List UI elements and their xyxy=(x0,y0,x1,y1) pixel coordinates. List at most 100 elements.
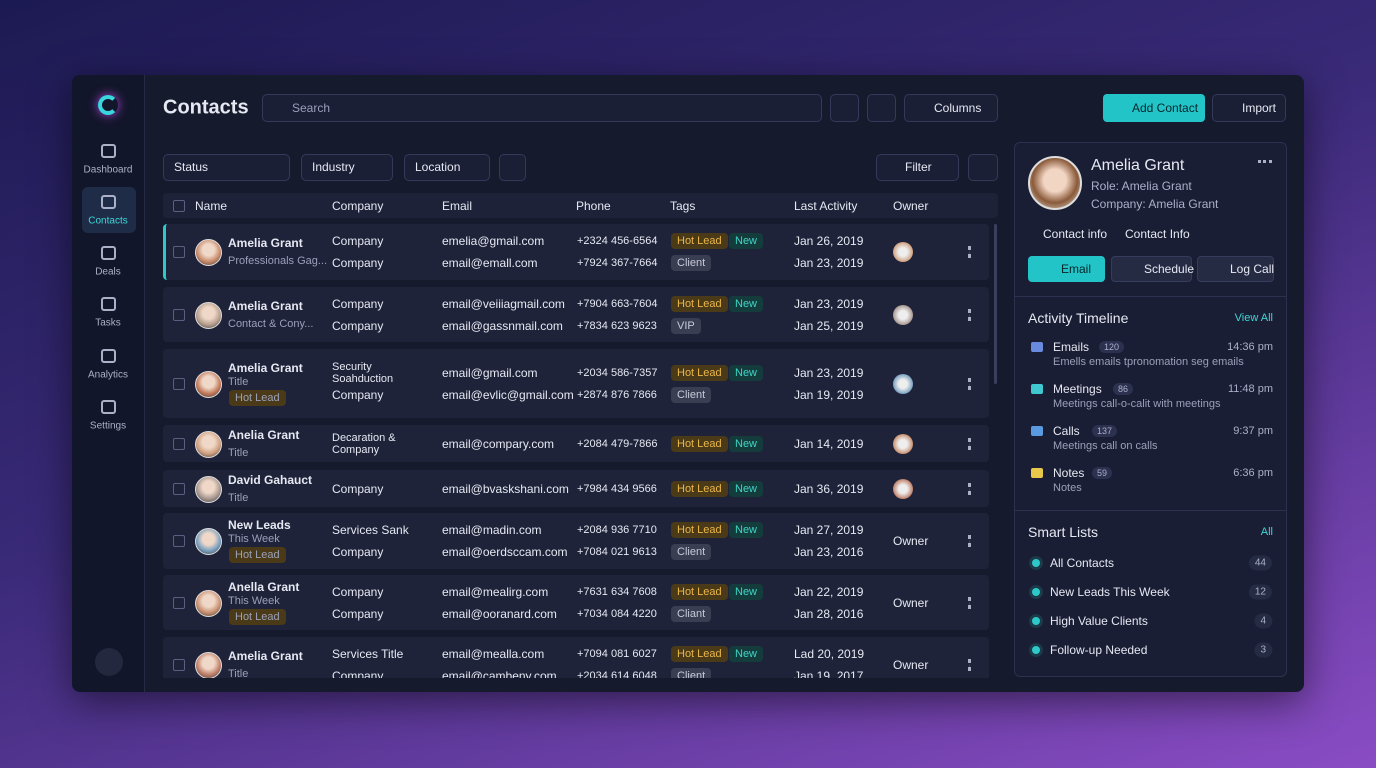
list-name[interactable]: Follow-up Needed xyxy=(1050,643,1148,657)
list-name[interactable]: High Value Clients xyxy=(1050,614,1148,628)
table-row[interactable] xyxy=(163,575,989,630)
contact-subtitle: This Week xyxy=(228,594,280,607)
contact-subtitle: This Week xyxy=(228,533,280,545)
tag: New xyxy=(729,583,764,600)
row-menu[interactable] xyxy=(968,535,971,547)
nav-label[interactable]: Deals xyxy=(95,266,121,278)
tag: New xyxy=(729,522,764,538)
nav-icon xyxy=(101,400,116,414)
email-text: email@cambeny.com xyxy=(442,668,557,679)
action-button[interactable] xyxy=(1197,256,1274,282)
more-menu[interactable] xyxy=(1258,160,1272,163)
profile-avatar xyxy=(1028,156,1082,210)
nav-label[interactable]: Contacts xyxy=(88,215,128,227)
row-checkbox[interactable] xyxy=(173,482,185,495)
column-header: Phone xyxy=(576,199,611,213)
action-button[interactable] xyxy=(1111,256,1192,282)
smart-lists-link[interactable]: All xyxy=(1260,526,1273,538)
nav-label[interactable]: Tasks xyxy=(95,317,121,329)
row-menu[interactable] xyxy=(968,377,971,390)
avatar xyxy=(195,528,222,555)
contact-name: Amelia Grant xyxy=(228,236,303,250)
email-text: email@gassnmail.com xyxy=(442,318,563,333)
status-filter[interactable] xyxy=(163,154,290,181)
row-checkbox[interactable] xyxy=(173,596,185,609)
industry-filter[interactable] xyxy=(301,154,393,181)
contact-info-link[interactable]: Contact Info xyxy=(1125,227,1190,241)
contact-subtitle: Contact & Cony... xyxy=(228,317,314,330)
phone-text: +2324 456-6564 xyxy=(577,235,658,247)
row-menu[interactable] xyxy=(968,437,971,450)
list-name[interactable]: New Leads This Week xyxy=(1050,585,1170,599)
phone-text: +2084 479-7866 xyxy=(577,437,658,450)
row-menu[interactable] xyxy=(968,658,971,671)
tag: Hot Lead xyxy=(671,583,728,600)
contact-badge: Hot Lead xyxy=(229,547,286,563)
row-menu[interactable] xyxy=(968,596,971,609)
row-checkbox[interactable] xyxy=(173,246,185,258)
table-row[interactable] xyxy=(163,349,989,418)
row-menu[interactable] xyxy=(968,308,971,321)
sidebar xyxy=(72,75,145,692)
nav-label[interactable]: Settings xyxy=(89,420,127,432)
table-row[interactable] xyxy=(163,224,989,280)
contact-name: Anelia Grant xyxy=(228,427,300,442)
list-name[interactable]: All Contacts xyxy=(1050,556,1115,570)
company-text: Company xyxy=(332,234,384,248)
phone-text: +2034 614 6048 xyxy=(577,669,657,679)
search-box[interactable] xyxy=(262,94,822,122)
tag: VIP xyxy=(671,317,701,334)
row-checkbox[interactable] xyxy=(173,377,185,390)
nav-icon xyxy=(101,195,116,209)
activity-text: Jan 25, 2019 xyxy=(794,318,864,333)
action-button[interactable] xyxy=(1028,256,1105,282)
row-checkbox[interactable] xyxy=(173,308,185,321)
email-text: email@evlic@gmail.com xyxy=(442,387,574,402)
location-filter[interactable] xyxy=(404,154,490,181)
timeline-link[interactable]: View All xyxy=(1234,312,1273,324)
import-button[interactable] xyxy=(1212,94,1286,122)
timeline-desc: Meetings call on calls xyxy=(1053,440,1158,452)
map-button[interactable] xyxy=(499,154,526,181)
filter-icon-button[interactable] xyxy=(830,94,859,122)
row-checkbox[interactable] xyxy=(173,535,185,547)
row-checkbox[interactable] xyxy=(173,437,185,450)
contact-badge: Hot Lead xyxy=(229,389,286,406)
table-row[interactable] xyxy=(163,287,989,342)
row-menu[interactable] xyxy=(968,482,971,495)
filter-button[interactable] xyxy=(876,154,959,181)
nav-label[interactable]: Analytics xyxy=(87,369,129,381)
add-contact-button[interactable] xyxy=(1103,94,1205,122)
tag: Hot Lead xyxy=(671,522,728,538)
owner-avatar xyxy=(893,304,913,325)
timeline-icon xyxy=(1031,342,1043,352)
contact-name: Amelia Grant xyxy=(228,298,303,313)
email-text: email@mealirg.com xyxy=(442,584,549,599)
logo xyxy=(98,95,118,115)
activity-text: Jan 22, 2019 xyxy=(794,584,864,599)
timeline-item-title: Calls xyxy=(1053,424,1080,438)
table-row[interactable] xyxy=(163,425,989,462)
company-text: Services Sank xyxy=(332,523,409,537)
nav-label[interactable]: Dashboard xyxy=(83,164,133,176)
divider xyxy=(1015,296,1286,297)
contact-info-link[interactable]: Contact info xyxy=(1043,227,1108,241)
company-text: Decaration & Company xyxy=(332,431,396,456)
row-menu[interactable] xyxy=(968,246,971,258)
nav-active xyxy=(82,187,136,233)
sort-button[interactable] xyxy=(867,94,896,122)
contact-name: Amelia Grant xyxy=(228,648,303,663)
settings-button[interactable] xyxy=(95,648,123,676)
table-row[interactable] xyxy=(163,513,989,569)
activity-text: Jan 23, 2019 xyxy=(794,256,864,270)
table-row[interactable] xyxy=(163,470,989,507)
activity-text: Jan 19, 2019 xyxy=(794,387,864,402)
columns-button[interactable] xyxy=(904,94,998,122)
row-checkbox[interactable] xyxy=(173,658,185,671)
settings-filter-button[interactable] xyxy=(968,154,998,181)
column-header: Owner xyxy=(893,199,929,213)
company-text: Company xyxy=(332,256,384,270)
nav-icon xyxy=(101,297,116,311)
table-row[interactable] xyxy=(163,637,989,678)
tag: Client xyxy=(671,386,712,403)
